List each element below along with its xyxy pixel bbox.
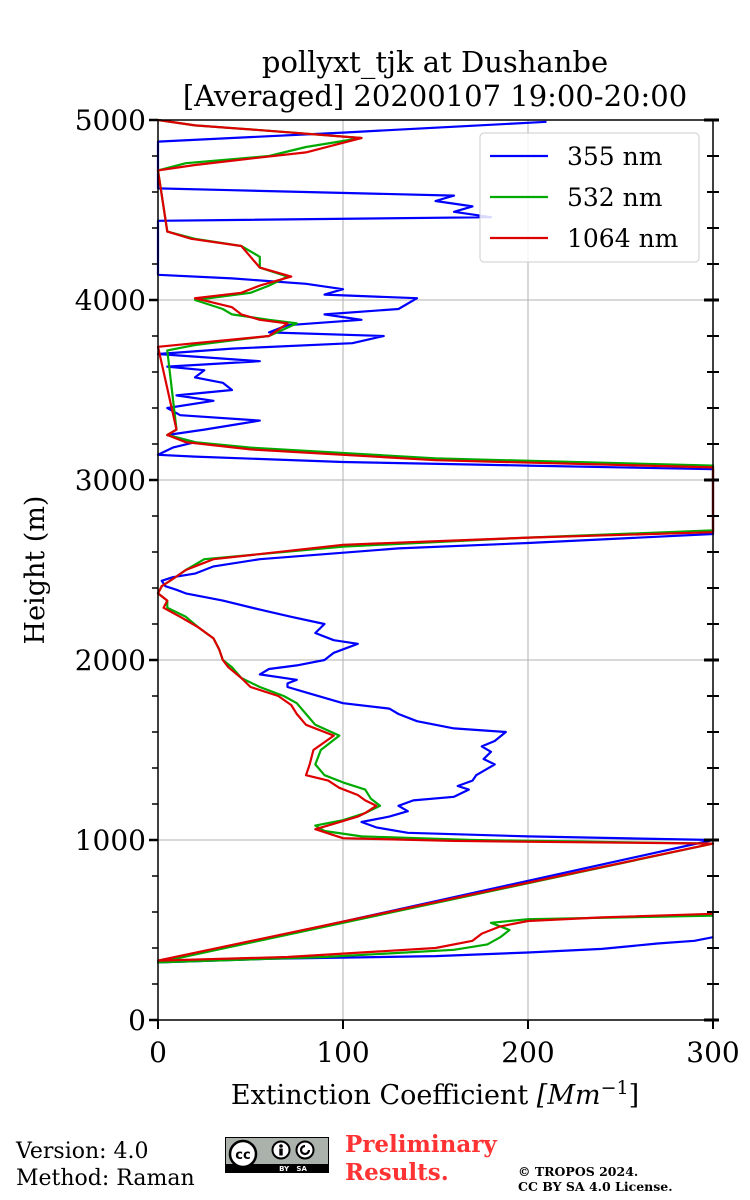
series-line [156,118,715,962]
version-info: Version: 4.0 Method: Raman [16,1138,195,1192]
svg-text:cc: cc [235,1148,250,1163]
series-lines [156,118,715,964]
y-tick-label: 3000 [75,464,146,497]
chart-subtitle: [Averaged] 20200107 19:00-20:00 [183,79,687,113]
copyright-notice: © TROPOS 2024. CC BY SA 4.0 License. [518,1164,673,1194]
y-tick-label: 5000 [75,104,146,137]
legend-box [479,132,700,263]
x-tick-label: 0 [149,1036,167,1069]
y-tick-label: 0 [128,1004,146,1037]
x-axis-label-close: ] [629,1080,640,1111]
x-axis-label-exponent: −1 [601,1077,629,1099]
version-label: Version: 4.0 [16,1139,149,1164]
y-tick-label: 1000 [75,824,146,857]
y-tick-label: 4000 [75,284,146,317]
x-axis-label-text: Extinction Coefficient [231,1080,537,1111]
preliminary-notice: Preliminary Results. [345,1131,497,1187]
y-axis-label: Height (m) [20,496,51,645]
copyright-line-1: © TROPOS 2024. [518,1164,639,1179]
preliminary-line-1: Preliminary [345,1131,497,1158]
chart-title: pollyxt_tjk at Dushanbe [262,45,608,80]
plot-frame [157,119,714,1021]
x-axis-label: Extinction Coefficient [Mm−1] [231,1077,639,1111]
share-alike-icon [295,1140,315,1160]
method-label: Method: Raman [16,1166,195,1191]
cc-license-badge: cc BY SA [225,1137,329,1173]
x-tick-label: 200 [501,1036,554,1069]
legend-label: 1064 nm [567,224,679,253]
y-tick-label: 2000 [75,644,146,677]
x-tick-label: 300 [686,1036,739,1069]
cc-icon [228,1139,258,1169]
copyright-line-2: CC BY SA 4.0 License. [518,1179,673,1194]
series-line [156,120,715,964]
preliminary-line-2: Results. [345,1159,449,1186]
x-tick-label: 100 [316,1036,369,1069]
license-badge-text: BY SA [279,1165,307,1173]
legend-label: 532 nm [567,183,663,212]
legend: 355 nm 532 nm 1064 nm [479,132,700,263]
x-axis-label-unit: [Mm [537,1080,601,1111]
legend-label: 355 nm [567,142,663,171]
